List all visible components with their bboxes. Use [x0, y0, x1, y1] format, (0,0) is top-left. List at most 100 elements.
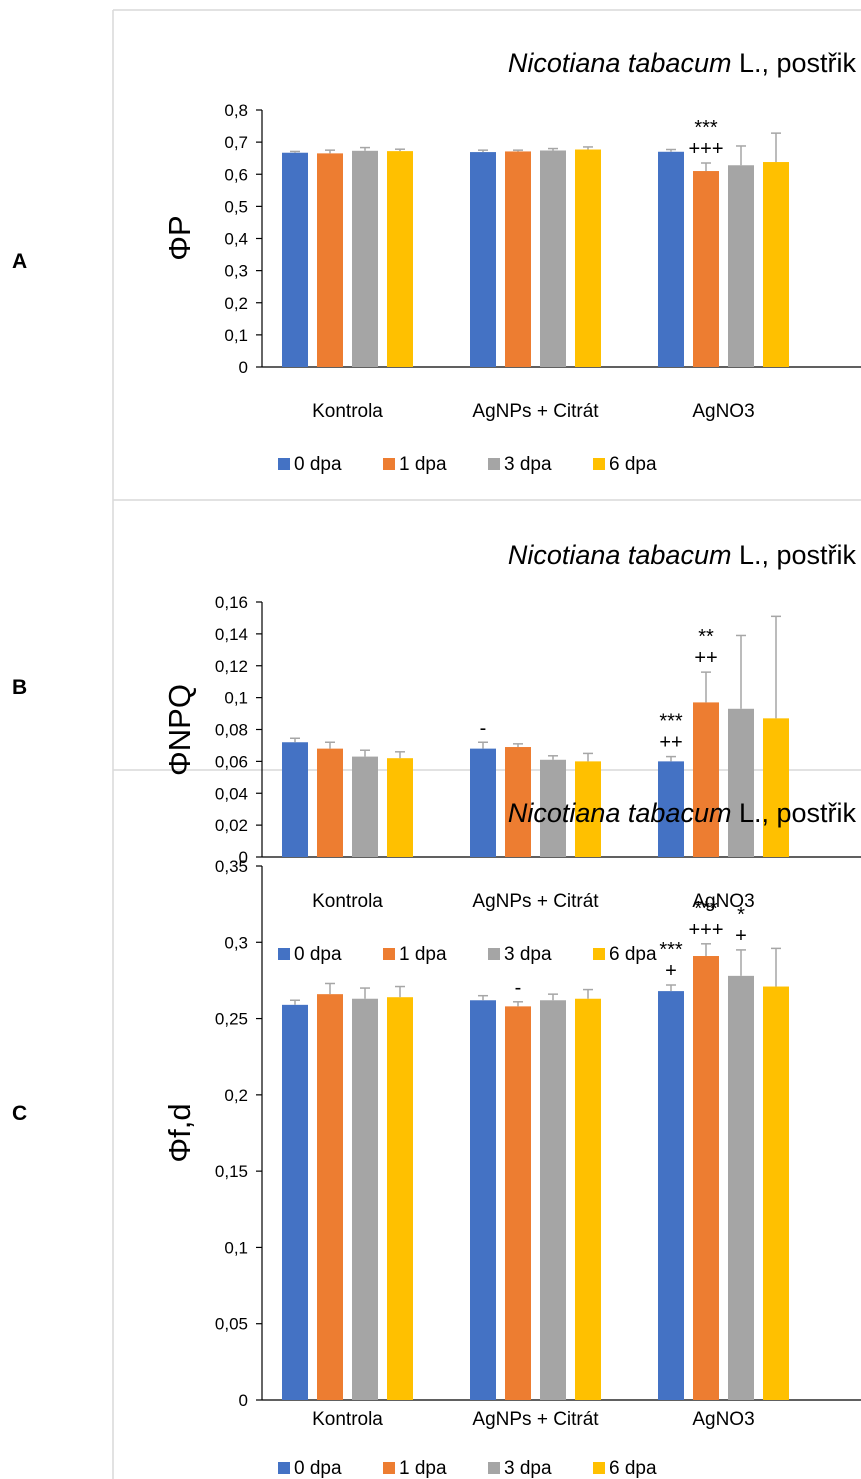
panel-b-ytick-label: 0,16	[215, 593, 248, 612]
panel-a-legend-swatch	[278, 458, 290, 470]
panel-b-title-rest: L., postřik	[731, 540, 856, 570]
panel-b-title: Nicotiana tabacum L., postřik	[508, 540, 857, 570]
panel-c-legend-label: 1 dpa	[399, 1458, 447, 1479]
panel-a-category-label: AgNPs + Citrát	[472, 401, 599, 422]
panel-c-bar-1-dpa	[317, 994, 343, 1400]
panel-a-bar-1-dpa	[317, 153, 343, 367]
panel-c-bar-3-dpa	[352, 998, 378, 1400]
panel-b-bar-6-dpa	[387, 758, 413, 857]
panel-a-bar-3-dpa	[540, 150, 566, 367]
panel-c-title-rest: L., postřik	[731, 798, 856, 828]
panel-c-ytick-label: 0,25	[215, 1010, 248, 1029]
panel-a-title: Nicotiana tabacum L., postřik	[508, 48, 857, 78]
panel-c-ytick-label: 0,15	[215, 1162, 248, 1181]
panel-b-bar-3-dpa	[728, 708, 754, 857]
panel-a-bar-0-dpa	[470, 152, 496, 367]
panel-a-annotation: +++	[688, 138, 723, 160]
panel-c-ylabel: Φf,d	[162, 1103, 197, 1162]
panel-c-legend-swatch	[383, 1462, 395, 1474]
panel-c-legend-swatch	[278, 1462, 290, 1474]
panel-a-ytick-label: 0,5	[224, 197, 248, 216]
panel-b-legend-label: 6 dpa	[609, 944, 657, 965]
panel-c-category-label: AgNO3	[692, 1409, 754, 1430]
panel-c-bar-3-dpa	[728, 975, 754, 1400]
panel-b-bar-3-dpa	[540, 759, 566, 857]
panel-b-legend-swatch	[383, 948, 395, 960]
panel-a-legend-swatch	[488, 458, 500, 470]
panel-c-legend-swatch	[488, 1462, 500, 1474]
panel-c-annotation: +	[665, 960, 677, 982]
panel-c-annotation: +++	[688, 919, 723, 941]
panel-a-bar-6-dpa	[575, 149, 601, 367]
panel-a-title-rest: L., postřik	[731, 48, 856, 78]
panel-c-ytick-label: 0	[239, 1391, 248, 1410]
panel-b-ylabel: ΦNPQ	[162, 684, 197, 776]
panel-b-ytick-label: 0,12	[215, 657, 248, 676]
panel-c-title: Nicotiana tabacum L., postřik	[508, 798, 857, 828]
panel-c-annotation: -	[515, 977, 522, 999]
panel-label-c: C	[12, 1102, 28, 1125]
panel-b-bar-1-dpa	[505, 747, 531, 857]
panel-b-annotation: ***	[659, 711, 683, 733]
panel-b-category-label: AgNO3	[692, 891, 754, 912]
panel-a-legend-label: 6 dpa	[609, 454, 657, 475]
panel-a-title-italic: Nicotiana tabacum	[508, 48, 732, 78]
panel-c-bar-1-dpa	[693, 956, 719, 1400]
panel-a-bar-0-dpa	[282, 152, 308, 367]
panel-b-legend-label: 1 dpa	[399, 944, 447, 965]
panel-c-bar-6-dpa	[763, 986, 789, 1400]
panel-c-legend-label: 0 dpa	[294, 1458, 342, 1479]
panel-a-ytick-label: 0,6	[224, 165, 248, 184]
panel-a-bar-6-dpa	[763, 162, 789, 367]
panel-a-bar-3-dpa	[728, 165, 754, 367]
panel-a-ylabel: ΦP	[162, 215, 197, 260]
panel-c-ytick-label: 0,35	[215, 857, 248, 876]
panel-b-ytick-label: 0,1	[224, 689, 248, 708]
panel-b-annotation: -	[480, 717, 487, 739]
panel-b-title-italic: Nicotiana tabacum	[508, 540, 732, 570]
panel-b-ytick-label: 0,14	[215, 625, 248, 644]
panel-c-bar-0-dpa	[470, 1000, 496, 1400]
panel-b-bar-0-dpa	[658, 761, 684, 857]
panel-a-legend-label: 3 dpa	[504, 454, 552, 475]
panel-a-legend-label: 1 dpa	[399, 454, 447, 475]
panel-b-category-label: Kontrola	[312, 891, 383, 912]
panel-c-ytick-label: 0,3	[224, 933, 248, 952]
panel-c-bar-0-dpa	[282, 1004, 308, 1400]
panel-c-legend-label: 3 dpa	[504, 1458, 552, 1479]
panel-b-annotation: ++	[694, 647, 717, 669]
panel-b-bar-1-dpa	[317, 748, 343, 857]
panel-c-annotation: *	[737, 904, 745, 926]
panel-b-bar-6-dpa	[763, 718, 789, 857]
panel-b-ytick-label: 0,04	[215, 784, 248, 803]
panel-b-legend-label: 0 dpa	[294, 944, 342, 965]
panel-a-bar-1-dpa	[693, 171, 719, 367]
panel-a-legend-label: 0 dpa	[294, 454, 342, 475]
panel-b-bar-3-dpa	[352, 756, 378, 857]
panel-c-ytick-label: 0,2	[224, 1086, 248, 1105]
panel-b-annotation: **	[698, 626, 714, 648]
panel-c-bar-6-dpa	[387, 997, 413, 1400]
panel-c-bar-0-dpa	[658, 991, 684, 1400]
panel-a-annotation: ***	[694, 117, 718, 139]
panel-a-ytick-label: 0,8	[224, 101, 248, 120]
panel-c-annotation: ***	[659, 939, 683, 961]
panel-a-ytick-label: 0	[239, 358, 248, 377]
panel-b-legend-swatch	[593, 948, 605, 960]
panel-a-ytick-label: 0,7	[224, 133, 248, 152]
panel-c-ytick-label: 0,1	[224, 1238, 248, 1257]
panel-b-ytick-label: 0,06	[215, 752, 248, 771]
panel-c-annotation: +	[735, 925, 747, 947]
panel-c-legend-label: 6 dpa	[609, 1458, 657, 1479]
panel-b-category-label: AgNPs + Citrát	[472, 891, 599, 912]
panel-a-ytick-label: 0,3	[224, 262, 248, 281]
panel-b-ytick-label: 0,02	[215, 816, 248, 835]
panel-c-legend-swatch	[593, 1462, 605, 1474]
panel-c-title-italic: Nicotiana tabacum	[508, 798, 732, 828]
panel-b-annotation: ++	[659, 732, 682, 754]
panel-c-bar-1-dpa	[505, 1006, 531, 1400]
panel-c-bar-3-dpa	[540, 1000, 566, 1400]
panel-a-ytick-label: 0,4	[224, 230, 248, 249]
panel-b-legend-swatch	[278, 948, 290, 960]
